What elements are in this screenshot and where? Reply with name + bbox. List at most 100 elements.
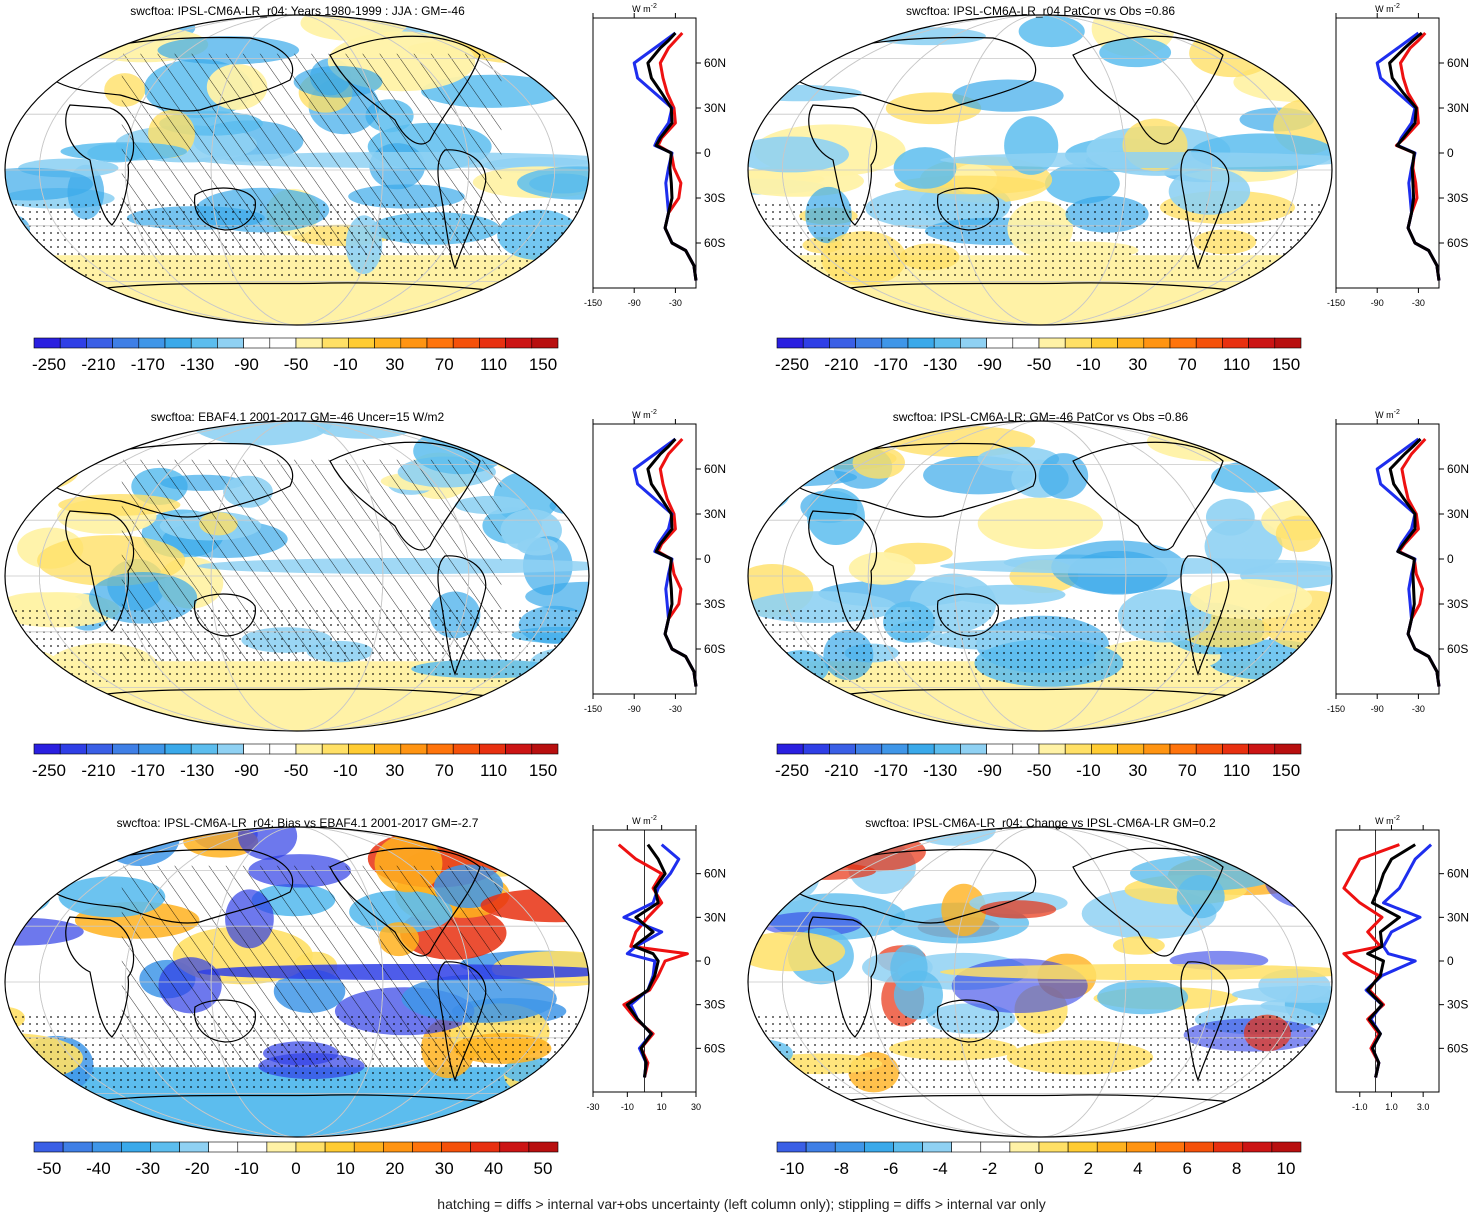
- zonal-series-blue: [632, 437, 698, 687]
- coastline-africa: [808, 510, 878, 632]
- colorbar-label: -250: [32, 355, 66, 374]
- coastline-australia: [937, 187, 999, 231]
- colorbar-label: 30: [1128, 355, 1147, 374]
- zonal-unit-sup: -2: [651, 409, 657, 416]
- colorbar-label: -170: [874, 355, 908, 374]
- colorbar-label: -10: [1076, 761, 1101, 780]
- map-field: [748, 827, 1332, 1137]
- field-blob: [5, 460, 39, 505]
- field-blob: [517, 166, 589, 200]
- colorbar-swatch: [776, 337, 804, 349]
- coastline-eurasia: [39, 442, 294, 518]
- coastline-eurasia: [782, 848, 1037, 924]
- colorbar-label: 110: [480, 355, 507, 374]
- map-panel: -250 -210 -170 -130 -90 -50 -10 30 70 110 150 W m-2…: [747, 3, 1469, 374]
- colorbar-swatch: [1126, 1141, 1156, 1153]
- field-blob: [852, 446, 905, 479]
- field-blob: [42, 26, 138, 48]
- field-blob: [806, 487, 865, 546]
- zonal-series-black: [1388, 437, 1441, 687]
- zonal-x-label: -90: [628, 298, 641, 308]
- itcz-band: [940, 152, 1332, 168]
- colorbar-swatch: [59, 337, 87, 349]
- stippling-overlay: [748, 1013, 1332, 1091]
- colorbar-label: 8: [1232, 1159, 1241, 1178]
- colorbar-swatch: [452, 337, 480, 349]
- graticule-lon: [210, 15, 384, 325]
- coastline-north-america: [1072, 441, 1224, 551]
- zonal-x-label: 10: [657, 1102, 667, 1112]
- map-outline: [4, 14, 590, 326]
- stippling-overlay: [5, 201, 589, 279]
- coastline-antarctica: [832, 688, 1254, 699]
- zonal-series-red: [656, 31, 698, 281]
- colorbar-label: 30: [385, 355, 404, 374]
- zonal-unit-sup: -2: [1394, 815, 1400, 822]
- panel-bias: swcftoa: IPSL-CM6A-LR_r04: Bias vs EBAF4…: [0, 812, 740, 1194]
- field-blob: [748, 31, 820, 74]
- field-blob: [977, 497, 1104, 550]
- zonal-unit-label: W m-2: [1375, 409, 1400, 420]
- colorbar-label: 110: [1223, 355, 1250, 374]
- colorbar-swatch: [295, 1141, 326, 1153]
- colorbar-swatch: [426, 337, 454, 349]
- colorbar-swatch: [1143, 743, 1171, 755]
- zonal-series-red: [1342, 843, 1400, 1078]
- colorbar-label: 30: [435, 1159, 454, 1178]
- colorbar-swatch: [1064, 337, 1092, 349]
- zonal-series-black: [646, 437, 698, 687]
- zonal-lat-label: 0: [1447, 146, 1454, 160]
- colorbar-label: -130: [180, 355, 214, 374]
- zonal-lat-label: 60S: [704, 642, 725, 656]
- colorbar-swatch: [1248, 743, 1276, 755]
- field-blob: [1099, 37, 1172, 68]
- colorbar-swatch: [374, 743, 402, 755]
- colorbar-swatch: [1117, 337, 1145, 349]
- colorbar-swatch: [802, 337, 830, 349]
- zonal-series-red: [1397, 437, 1441, 687]
- colorbar-label: -8: [834, 1159, 849, 1178]
- map-panel: -10 -8 -6 -4 -2 0 2 4 6 8 10 W m-2 60N 30N 0 30S 60S -1.0…: [747, 815, 1469, 1178]
- colorbar: -250 -210 -170 -130 -90 -50 -10 30 70 110 150: [32, 743, 559, 780]
- zonal-lat-label: 60N: [704, 462, 726, 476]
- colorbar-label: -170: [131, 761, 165, 780]
- graticule-lon: [867, 421, 1213, 731]
- panel-obs-clim: swcftoa: EBAF4.1 2001-2017 GM=-46 Uncer=…: [0, 406, 740, 796]
- zonal-lat-label: 0: [704, 146, 711, 160]
- colorbar-label: -130: [923, 355, 957, 374]
- colorbar-swatch: [179, 1141, 209, 1153]
- colorbar-label: 150: [529, 355, 557, 374]
- colorbar-swatch: [348, 743, 375, 755]
- zonal-unit-sup: -2: [1394, 409, 1400, 416]
- zonal-x-label: -90: [1371, 298, 1384, 308]
- field-blob: [1146, 421, 1295, 462]
- map-panel: -250 -210 -170 -130 -90 -50 -10 30 70 110 150 W m-2…: [4, 3, 726, 374]
- stippling-overlay: [748, 201, 1332, 279]
- colorbar-label: -130: [923, 761, 957, 780]
- zonal-lat-label: 30N: [704, 910, 726, 924]
- colorbar-swatch: [266, 1141, 297, 1153]
- zonal-unit-label: W m-2: [632, 409, 657, 420]
- zonal-lat-label: 0: [704, 552, 711, 566]
- zonal-lat-label: 30S: [704, 597, 725, 611]
- colorbar-swatch: [150, 1141, 180, 1153]
- zonal-lat-label: 0: [1447, 552, 1454, 566]
- zonal-lat-label: 60S: [704, 236, 725, 250]
- coastline-antarctica: [832, 1094, 1254, 1105]
- colorbar-swatch: [1274, 743, 1302, 755]
- colorbar-swatch: [1038, 1141, 1069, 1153]
- coastline-australia: [937, 999, 999, 1043]
- map-field: [5, 421, 589, 731]
- zonal-lat-label: 60S: [704, 1041, 725, 1055]
- colorbar-label: -90: [977, 355, 1002, 374]
- colorbar-swatch: [802, 743, 830, 755]
- zonal-lat-label: 30S: [704, 191, 725, 205]
- stippling-overlay: [5, 1013, 589, 1091]
- colorbar-swatch: [881, 743, 909, 755]
- graticule-lon: [953, 421, 1127, 731]
- zonal-x-label: -90: [1371, 704, 1384, 714]
- colorbar-swatch: [933, 743, 961, 755]
- coastline-north-america: [1072, 35, 1224, 145]
- colorbar-swatch: [1169, 337, 1197, 349]
- zonal-lat-label: 60N: [1447, 56, 1469, 70]
